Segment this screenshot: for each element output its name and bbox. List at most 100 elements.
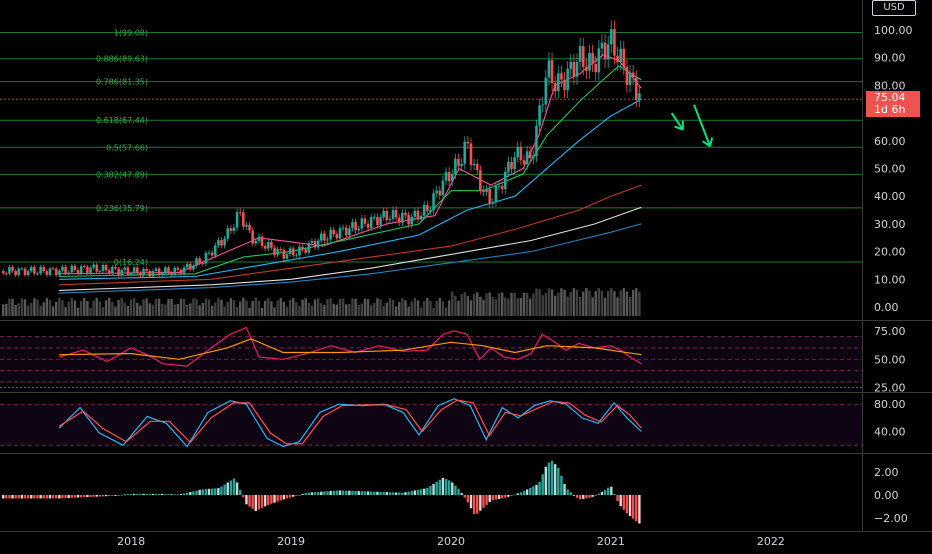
macd-bar-4 [14, 495, 16, 498]
price-tick-label-10: 0.00 [874, 301, 899, 314]
volume-bar-163 [510, 293, 512, 316]
ma-line-ema_long_teal [59, 99, 641, 279]
volume-bar-150 [470, 300, 472, 316]
volume-bar-153 [479, 297, 481, 316]
macd-bar-200 [626, 495, 628, 513]
candle-body-175 [548, 60, 551, 77]
candle-body-168 [526, 151, 529, 164]
volume-bar-191 [598, 288, 600, 316]
volume-bar-166 [520, 298, 522, 316]
macd-bar-56 [177, 494, 179, 495]
volume-bar-198 [619, 290, 621, 316]
candle-body-106 [332, 230, 335, 234]
volume-bar-185 [579, 297, 581, 316]
volume-bar-136 [426, 298, 428, 316]
volume-bar-17 [55, 302, 57, 316]
volume-bar-5 [18, 303, 20, 316]
volume-bar-58 [183, 299, 185, 316]
volume-bar-190 [595, 291, 597, 316]
volume-bar-182 [570, 292, 572, 316]
macd-bar-145 [454, 486, 456, 495]
candle-body-198 [619, 49, 622, 62]
volume-bar-26 [83, 298, 85, 316]
macd-bar-19 [61, 495, 63, 498]
macd-bar-176 [551, 461, 553, 495]
candle-body-195 [610, 29, 613, 44]
candle-body-101 [317, 241, 320, 248]
macd-bar-33 [105, 495, 107, 496]
volume-bar-162 [507, 299, 509, 316]
volume-bar-170 [532, 294, 534, 316]
candle-body-60 [189, 264, 192, 270]
volume-bar-12 [39, 306, 41, 316]
volume-bar-186 [582, 292, 584, 316]
candle-body-54 [170, 273, 173, 275]
macd-bar-34 [108, 495, 110, 496]
volume-bar-171 [535, 288, 537, 316]
macd-bar-94 [295, 495, 297, 496]
candle-body-81 [255, 241, 258, 244]
volume-bar-30 [96, 298, 98, 316]
macd-bar-149 [467, 495, 469, 502]
macd-bar-129 [404, 492, 406, 495]
macd-bar-100 [314, 492, 316, 495]
candle-body-43 [136, 267, 139, 272]
candle-body-192 [601, 43, 604, 49]
volume-bar-165 [517, 298, 519, 316]
volume-bar-103 [323, 305, 325, 316]
macd-bar-110 [345, 491, 347, 495]
candle-body-150 [470, 143, 473, 165]
macd-tick-label-0: 2.00 [874, 466, 899, 479]
candle-body-153 [479, 170, 482, 190]
candle-body-174 [545, 78, 548, 105]
volume-bar-67 [211, 306, 213, 316]
candle-body-41 [130, 273, 133, 274]
volume-bar-114 [358, 305, 360, 316]
candle-body-88 [276, 249, 279, 255]
candle-body-202 [632, 73, 635, 78]
macd-bar-127 [398, 493, 400, 495]
macd-bar-13 [43, 495, 45, 498]
price-tick-label-8: 20.00 [874, 246, 906, 259]
volume-bar-132 [414, 298, 416, 316]
volume-bar-50 [158, 299, 160, 316]
volume-bar-83 [261, 308, 263, 316]
macd-bar-202 [632, 495, 634, 519]
candle-body-67 [211, 253, 214, 256]
fib-label-5: 0.382(47.89) [96, 170, 148, 179]
volume-bar-24 [77, 308, 79, 316]
volume-bar-152 [476, 292, 478, 316]
macd-bar-26 [83, 495, 85, 497]
candle-body-97 [304, 249, 307, 252]
macd-bar-14 [46, 495, 48, 498]
candle-body-188 [588, 53, 591, 71]
candle-body-13 [42, 267, 45, 271]
fib-label-0: 1(99.08) [114, 29, 148, 38]
macd-bar-119 [373, 492, 375, 495]
macd-bar-27 [86, 495, 88, 497]
volume-bar-79 [248, 308, 250, 316]
macd-bar-47 [149, 494, 151, 495]
candle-body-173 [541, 104, 544, 105]
candle-body-33 [105, 265, 108, 270]
macd-bar-177 [554, 464, 556, 495]
macd-bar-59 [186, 493, 188, 495]
candle-body-200 [626, 67, 629, 85]
candle-body-94 [295, 255, 298, 256]
candle-body-90 [283, 250, 286, 259]
candle-body-24 [77, 270, 80, 273]
candle-body-16 [52, 268, 55, 269]
fib-label-2: 0.786(81.35) [96, 78, 148, 87]
macd-bar-194 [607, 488, 609, 495]
macd-bar-8 [27, 495, 29, 498]
volume-bar-57 [180, 299, 182, 316]
candle-body-129 [404, 213, 407, 215]
macd-tick-label-2: −2.00 [874, 512, 908, 525]
macd-bar-183 [573, 495, 575, 496]
macd-bar-70 [220, 487, 222, 495]
macd-bar-89 [280, 495, 282, 500]
candle-body-133 [417, 211, 420, 220]
macd-bar-142 [445, 479, 447, 495]
candle-body-131 [410, 217, 413, 225]
